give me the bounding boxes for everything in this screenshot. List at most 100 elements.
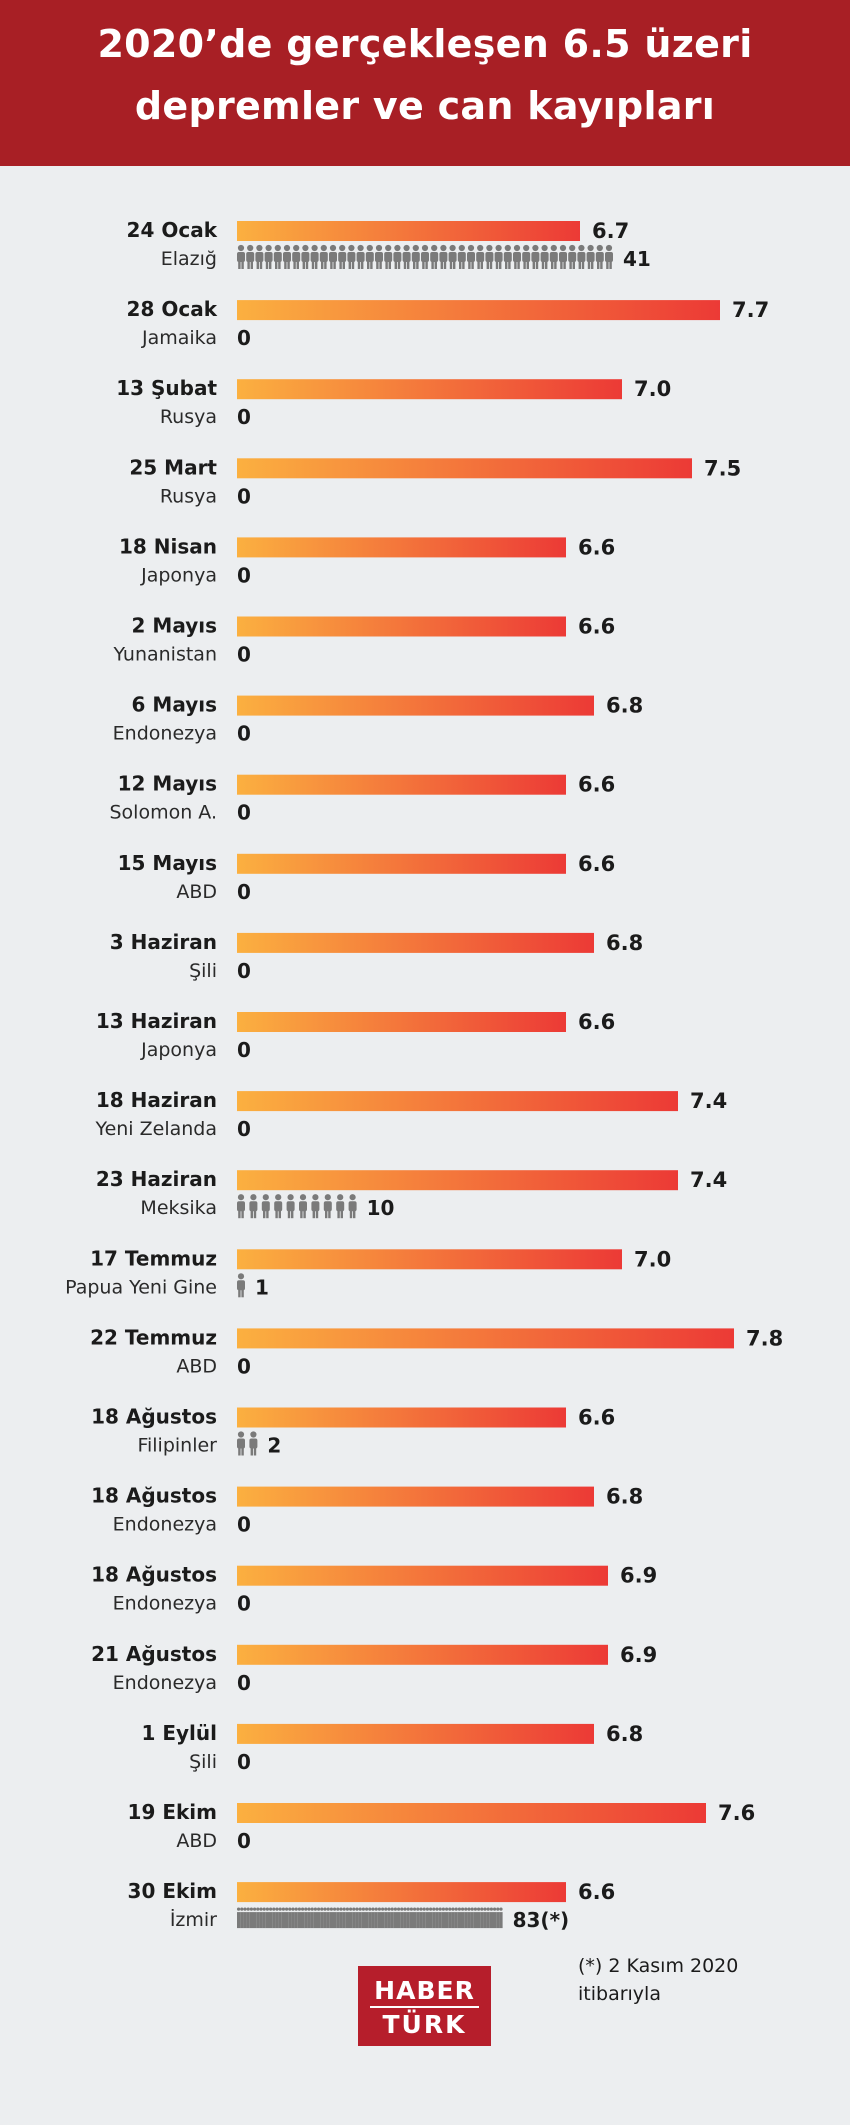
- person-icon: [422, 1907, 426, 1929]
- person-head: [333, 1907, 337, 1911]
- person-body: [345, 1912, 349, 1929]
- person-leg: [339, 260, 342, 269]
- person-leg: [324, 260, 327, 269]
- person-head: [416, 1907, 420, 1911]
- person-leg: [300, 1209, 303, 1219]
- person-icon: [493, 1907, 497, 1929]
- death-icons: [237, 1431, 258, 1456]
- person-icon: [237, 1907, 241, 1929]
- person-body: [400, 1912, 404, 1929]
- magnitude-bar: [237, 932, 594, 953]
- person-leg: [572, 260, 575, 269]
- person-body: [237, 1280, 245, 1291]
- person-head: [275, 1194, 282, 1201]
- chart-row: 13 Şubat 7.0 Rusya 0: [116, 376, 671, 429]
- logo-separator: [370, 2006, 479, 2008]
- person-head: [237, 244, 245, 252]
- person-icon: [320, 1907, 324, 1929]
- deaths-value-label: 0: [237, 959, 251, 983]
- person-body: [422, 1912, 426, 1929]
- person-icon: [269, 1907, 273, 1929]
- person-icon: [384, 244, 393, 269]
- deaths-value-label: 0: [237, 1117, 251, 1141]
- person-leg: [379, 260, 382, 269]
- person-head: [477, 244, 484, 252]
- person-icon: [387, 1907, 391, 1929]
- person-icon: [255, 244, 264, 269]
- person-icon: [494, 244, 503, 269]
- person-icon: [402, 244, 411, 269]
- person-head: [299, 1194, 307, 1201]
- person-icon: [413, 1907, 417, 1929]
- person-body: [299, 1201, 307, 1212]
- death-icons: [237, 244, 613, 269]
- person-leg: [471, 260, 474, 269]
- person-icon: [365, 1907, 369, 1929]
- person-head: [247, 244, 254, 252]
- person-leg: [330, 260, 333, 269]
- person-head: [259, 1907, 263, 1911]
- person-icon: [329, 1907, 333, 1929]
- person-leg: [563, 260, 566, 269]
- person-head: [559, 244, 567, 252]
- person-head: [578, 244, 585, 252]
- person-icon: [384, 1907, 388, 1929]
- person-head: [368, 1907, 372, 1911]
- chart-row: 25 Mart 7.5 Rusya 0: [129, 455, 741, 508]
- magnitude-value-label: 6.6: [578, 615, 615, 639]
- person-leg: [591, 260, 594, 269]
- person-body: [425, 1912, 429, 1929]
- person-head: [337, 1194, 344, 1201]
- person-head: [587, 244, 594, 252]
- person-leg: [388, 260, 391, 269]
- person-icon: [281, 1907, 285, 1929]
- person-body: [390, 1912, 394, 1929]
- person-body: [256, 1912, 260, 1929]
- person-head: [246, 1907, 250, 1911]
- person-body: [317, 1912, 321, 1929]
- person-leg: [315, 260, 318, 269]
- person-body: [397, 1912, 401, 1929]
- person-leg: [305, 260, 309, 269]
- person-leg: [407, 260, 410, 269]
- person-head: [477, 1907, 481, 1911]
- deaths-value-label: 0: [237, 1038, 251, 1062]
- person-icon: [448, 244, 457, 269]
- deaths-value-label: 0: [237, 1513, 251, 1537]
- row-date-label: 18 Ağustos: [91, 1405, 217, 1429]
- person-icon: [470, 1907, 474, 1929]
- person-head: [409, 1907, 413, 1911]
- deaths-value-label: 0: [237, 326, 251, 350]
- person-icon: [473, 1907, 477, 1929]
- person-head: [569, 244, 576, 252]
- logo-line-1: HABER: [374, 1976, 475, 2005]
- row-place-label: Endonezya: [113, 723, 217, 745]
- person-icon: [323, 1194, 332, 1219]
- person-leg: [241, 1288, 244, 1298]
- magnitude-bar: [237, 1565, 608, 1586]
- person-icon: [503, 244, 512, 269]
- person-head: [272, 1907, 276, 1911]
- person-head: [237, 1194, 245, 1201]
- person-icon: [274, 1194, 283, 1219]
- person-leg: [523, 260, 526, 269]
- person-icon: [406, 1907, 410, 1929]
- person-leg: [532, 260, 535, 269]
- person-icon: [349, 1907, 353, 1929]
- person-head: [406, 1907, 410, 1911]
- magnitude-bar: [237, 1486, 594, 1507]
- person-leg: [284, 260, 287, 269]
- person-icon: [313, 1907, 317, 1929]
- row-date-label: 24 Ocak: [127, 218, 218, 242]
- person-head: [361, 1907, 365, 1911]
- person-head: [256, 244, 263, 252]
- person-head: [274, 244, 281, 252]
- person-leg: [287, 260, 290, 269]
- person-body: [253, 1912, 257, 1929]
- magnitude-value-label: 7.0: [634, 1247, 671, 1271]
- person-leg: [499, 260, 502, 269]
- person-icon: [329, 244, 337, 269]
- person-body: [356, 252, 365, 262]
- person-icon: [438, 1907, 442, 1929]
- person-icon: [419, 1907, 423, 1929]
